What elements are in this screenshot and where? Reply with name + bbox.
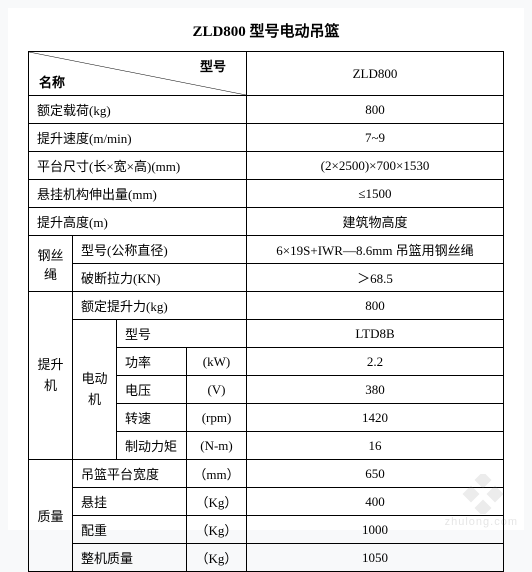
- label: 型号(公称直径): [73, 236, 247, 264]
- row-lift-height: 提升高度(m) 建筑物高度: [29, 208, 504, 236]
- sheet-title: ZLD800 型号电动吊篮: [28, 20, 504, 41]
- value: 1000: [247, 516, 504, 544]
- row-motor-model: 电动机 型号 LTD8B: [29, 320, 504, 348]
- row-platform-size: 平台尺寸(长×宽×高)(mm) (2×2500)×700×1530: [29, 152, 504, 180]
- header-diagonal-cell: 名称 型号: [29, 52, 247, 96]
- label: 型号: [117, 320, 247, 348]
- label: 提升高度(m): [29, 208, 247, 236]
- spec-sheet: ZLD800 型号电动吊篮 名称 型号 ZLD800 额定载荷(kg) 800 …: [8, 8, 524, 530]
- group-mass: 质量: [29, 460, 73, 572]
- value: 1050: [247, 544, 504, 572]
- unit: （Kg）: [187, 544, 247, 572]
- value: 2.2: [247, 348, 504, 376]
- label: 功率: [117, 348, 187, 376]
- unit: (kW): [187, 348, 247, 376]
- value: 1420: [247, 404, 504, 432]
- row-wire-break: 破断拉力(KN) ＞68.5: [29, 264, 504, 292]
- unit: (N-m): [187, 432, 247, 460]
- label: 破断拉力(KN): [73, 264, 247, 292]
- value: ＞68.5: [247, 264, 504, 292]
- unit: （Kg）: [187, 516, 247, 544]
- label: 转速: [117, 404, 187, 432]
- value: 650: [247, 460, 504, 488]
- label: 悬挂机构伸出量(mm): [29, 180, 247, 208]
- group-hoist: 提升机: [29, 292, 73, 460]
- unit: (V): [187, 376, 247, 404]
- header-name-label: 名称: [39, 72, 65, 91]
- value: 800: [247, 292, 504, 320]
- value: ≤1500: [247, 180, 504, 208]
- label: 制动力矩: [117, 432, 187, 460]
- unit: （mm）: [187, 460, 247, 488]
- row-hoist-rated: 提升机 额定提升力(kg) 800: [29, 292, 504, 320]
- header-model-value: ZLD800: [247, 52, 504, 96]
- row-lift-speed: 提升速度(m/min) 7~9: [29, 124, 504, 152]
- value: 400: [247, 488, 504, 516]
- label: 电压: [117, 376, 187, 404]
- unit: (rpm): [187, 404, 247, 432]
- row-mass-platform: 质量 吊篮平台宽度 （mm） 650: [29, 460, 504, 488]
- spec-table: 名称 型号 ZLD800 额定载荷(kg) 800 提升速度(m/min) 7~…: [28, 51, 504, 572]
- row-suspension-ext: 悬挂机构伸出量(mm) ≤1500: [29, 180, 504, 208]
- value: 7~9: [247, 124, 504, 152]
- value: 6×19S+IWR—8.6mm 吊篮用钢丝绳: [247, 236, 504, 264]
- group-wire-rope: 钢丝绳: [29, 236, 73, 292]
- label: 吊篮平台宽度: [73, 460, 187, 488]
- label: 额定载荷(kg): [29, 96, 247, 124]
- group-motor: 电动机: [73, 320, 117, 460]
- row-mass-total: 整机质量 （Kg） 1050: [29, 544, 504, 572]
- value: (2×2500)×700×1530: [247, 152, 504, 180]
- label: 悬挂: [73, 488, 187, 516]
- label: 整机质量: [73, 544, 187, 572]
- label: 配重: [73, 516, 187, 544]
- row-wire-model: 钢丝绳 型号(公称直径) 6×19S+IWR—8.6mm 吊篮用钢丝绳: [29, 236, 504, 264]
- unit: （Kg）: [187, 488, 247, 516]
- value: 800: [247, 96, 504, 124]
- header-model-label: 型号: [200, 56, 226, 75]
- label: 平台尺寸(长×宽×高)(mm): [29, 152, 247, 180]
- row-mass-counterweight: 配重 （Kg） 1000: [29, 516, 504, 544]
- value: 380: [247, 376, 504, 404]
- label: 额定提升力(kg): [73, 292, 247, 320]
- value: 建筑物高度: [247, 208, 504, 236]
- row-mass-suspension: 悬挂 （Kg） 400: [29, 488, 504, 516]
- label: 提升速度(m/min): [29, 124, 247, 152]
- header-row: 名称 型号 ZLD800: [29, 52, 504, 96]
- value: 16: [247, 432, 504, 460]
- value: LTD8B: [247, 320, 504, 348]
- row-rated-load: 额定载荷(kg) 800: [29, 96, 504, 124]
